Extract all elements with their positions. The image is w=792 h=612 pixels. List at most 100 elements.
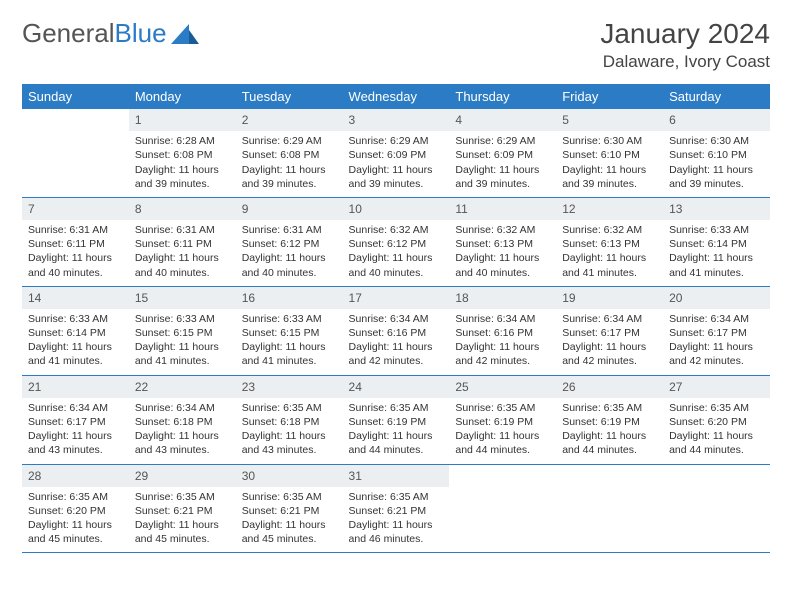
calendar-cell: 12Sunrise: 6:32 AMSunset: 6:13 PMDayligh… (556, 197, 663, 286)
daylight-line: Daylight: 11 hours and 45 minutes. (242, 518, 337, 546)
day-number: 15 (129, 287, 236, 309)
day-number: 16 (236, 287, 343, 309)
sunset-line: Sunset: 6:10 PM (669, 148, 764, 162)
day-number: 22 (129, 376, 236, 398)
day-body: Sunrise: 6:31 AMSunset: 6:11 PMDaylight:… (129, 220, 236, 286)
sunset-line: Sunset: 6:21 PM (242, 504, 337, 518)
sunrise-line: Sunrise: 6:33 AM (135, 312, 230, 326)
sunrise-line: Sunrise: 6:31 AM (135, 223, 230, 237)
sunrise-line: Sunrise: 6:35 AM (242, 401, 337, 415)
daylight-line: Daylight: 11 hours and 39 minutes. (242, 163, 337, 191)
calendar-cell: 20Sunrise: 6:34 AMSunset: 6:17 PMDayligh… (663, 286, 770, 375)
sunset-line: Sunset: 6:18 PM (242, 415, 337, 429)
sunset-line: Sunset: 6:19 PM (562, 415, 657, 429)
sunset-line: Sunset: 6:08 PM (135, 148, 230, 162)
sunrise-line: Sunrise: 6:35 AM (28, 490, 123, 504)
sunrise-line: Sunrise: 6:35 AM (242, 490, 337, 504)
day-body: Sunrise: 6:31 AMSunset: 6:12 PMDaylight:… (236, 220, 343, 286)
calendar-table: SundayMondayTuesdayWednesdayThursdayFrid… (22, 84, 770, 553)
sunrise-line: Sunrise: 6:34 AM (669, 312, 764, 326)
daylight-line: Daylight: 11 hours and 44 minutes. (562, 429, 657, 457)
day-body: Sunrise: 6:35 AMSunset: 6:19 PMDaylight:… (449, 398, 556, 464)
calendar-cell: 29Sunrise: 6:35 AMSunset: 6:21 PMDayligh… (129, 464, 236, 553)
calendar-cell: 15Sunrise: 6:33 AMSunset: 6:15 PMDayligh… (129, 286, 236, 375)
day-body: Sunrise: 6:35 AMSunset: 6:20 PMDaylight:… (663, 398, 770, 464)
logo-word1: General (22, 18, 115, 48)
day-body: Sunrise: 6:35 AMSunset: 6:18 PMDaylight:… (236, 398, 343, 464)
sunset-line: Sunset: 6:21 PM (349, 504, 444, 518)
calendar-cell: 13Sunrise: 6:33 AMSunset: 6:14 PMDayligh… (663, 197, 770, 286)
calendar-cell: 9Sunrise: 6:31 AMSunset: 6:12 PMDaylight… (236, 197, 343, 286)
calendar-cell: 5Sunrise: 6:30 AMSunset: 6:10 PMDaylight… (556, 109, 663, 197)
daylight-line: Daylight: 11 hours and 41 minutes. (28, 340, 123, 368)
sunset-line: Sunset: 6:17 PM (669, 326, 764, 340)
calendar-cell: 17Sunrise: 6:34 AMSunset: 6:16 PMDayligh… (343, 286, 450, 375)
sunrise-line: Sunrise: 6:35 AM (562, 401, 657, 415)
sunset-line: Sunset: 6:11 PM (135, 237, 230, 251)
calendar-cell: 1Sunrise: 6:28 AMSunset: 6:08 PMDaylight… (129, 109, 236, 197)
calendar-cell: 27Sunrise: 6:35 AMSunset: 6:20 PMDayligh… (663, 375, 770, 464)
sunrise-line: Sunrise: 6:34 AM (349, 312, 444, 326)
calendar-row: 21Sunrise: 6:34 AMSunset: 6:17 PMDayligh… (22, 375, 770, 464)
sunset-line: Sunset: 6:09 PM (349, 148, 444, 162)
daylight-line: Daylight: 11 hours and 44 minutes. (669, 429, 764, 457)
calendar-cell: 24Sunrise: 6:35 AMSunset: 6:19 PMDayligh… (343, 375, 450, 464)
calendar-cell (556, 464, 663, 553)
day-number: 20 (663, 287, 770, 309)
sunset-line: Sunset: 6:14 PM (28, 326, 123, 340)
daylight-line: Daylight: 11 hours and 44 minutes. (455, 429, 550, 457)
day-body: Sunrise: 6:34 AMSunset: 6:16 PMDaylight:… (343, 309, 450, 375)
sunset-line: Sunset: 6:15 PM (242, 326, 337, 340)
daylight-line: Daylight: 11 hours and 41 minutes. (562, 251, 657, 279)
day-body: Sunrise: 6:35 AMSunset: 6:21 PMDaylight:… (129, 487, 236, 553)
day-body: Sunrise: 6:29 AMSunset: 6:09 PMDaylight:… (343, 131, 450, 197)
calendar-cell: 6Sunrise: 6:30 AMSunset: 6:10 PMDaylight… (663, 109, 770, 197)
day-number: 8 (129, 198, 236, 220)
sunset-line: Sunset: 6:19 PM (349, 415, 444, 429)
daylight-line: Daylight: 11 hours and 44 minutes. (349, 429, 444, 457)
day-number: 27 (663, 376, 770, 398)
calendar-cell: 23Sunrise: 6:35 AMSunset: 6:18 PMDayligh… (236, 375, 343, 464)
daylight-line: Daylight: 11 hours and 40 minutes. (455, 251, 550, 279)
day-number: 1 (129, 109, 236, 131)
daylight-line: Daylight: 11 hours and 42 minutes. (455, 340, 550, 368)
calendar-cell: 26Sunrise: 6:35 AMSunset: 6:19 PMDayligh… (556, 375, 663, 464)
sunset-line: Sunset: 6:21 PM (135, 504, 230, 518)
sunrise-line: Sunrise: 6:33 AM (28, 312, 123, 326)
day-body: Sunrise: 6:34 AMSunset: 6:17 PMDaylight:… (663, 309, 770, 375)
calendar-cell (663, 464, 770, 553)
weekday-header: Wednesday (343, 84, 450, 109)
day-number: 28 (22, 465, 129, 487)
calendar-row: 28Sunrise: 6:35 AMSunset: 6:20 PMDayligh… (22, 464, 770, 553)
sunrise-line: Sunrise: 6:29 AM (349, 134, 444, 148)
day-number: 5 (556, 109, 663, 131)
day-number: 29 (129, 465, 236, 487)
sunset-line: Sunset: 6:08 PM (242, 148, 337, 162)
day-body: Sunrise: 6:33 AMSunset: 6:15 PMDaylight:… (236, 309, 343, 375)
daylight-line: Daylight: 11 hours and 40 minutes. (28, 251, 123, 279)
day-number: 4 (449, 109, 556, 131)
sunrise-line: Sunrise: 6:35 AM (349, 401, 444, 415)
sunset-line: Sunset: 6:11 PM (28, 237, 123, 251)
day-number: 6 (663, 109, 770, 131)
day-number: 30 (236, 465, 343, 487)
day-number: 23 (236, 376, 343, 398)
calendar-row: 1Sunrise: 6:28 AMSunset: 6:08 PMDaylight… (22, 109, 770, 197)
day-body: Sunrise: 6:33 AMSunset: 6:15 PMDaylight:… (129, 309, 236, 375)
sunset-line: Sunset: 6:09 PM (455, 148, 550, 162)
sunrise-line: Sunrise: 6:33 AM (669, 223, 764, 237)
day-body: Sunrise: 6:34 AMSunset: 6:18 PMDaylight:… (129, 398, 236, 464)
calendar-cell: 30 Sunrise: 6:35 AMSunset: 6:21 PMDayligh… (236, 464, 343, 553)
calendar-cell: 25Sunrise: 6:35 AMSunset: 6:19 PMDayligh… (449, 375, 556, 464)
sunrise-line: Sunrise: 6:32 AM (349, 223, 444, 237)
day-body: Sunrise: 6:33 AMSunset: 6:14 PMDaylight:… (663, 220, 770, 286)
day-number: 10 (343, 198, 450, 220)
weekday-header: Sunday (22, 84, 129, 109)
daylight-line: Daylight: 11 hours and 45 minutes. (135, 518, 230, 546)
daylight-line: Daylight: 11 hours and 40 minutes. (349, 251, 444, 279)
calendar-cell: 10 Sunrise: 6:32 AMSunset: 6:12 PMDayligh… (343, 197, 450, 286)
daylight-line: Daylight: 11 hours and 39 minutes. (562, 163, 657, 191)
daylight-line: Daylight: 11 hours and 41 minutes. (669, 251, 764, 279)
sunset-line: Sunset: 6:12 PM (349, 237, 444, 251)
sunrise-line: Sunrise: 6:29 AM (455, 134, 550, 148)
